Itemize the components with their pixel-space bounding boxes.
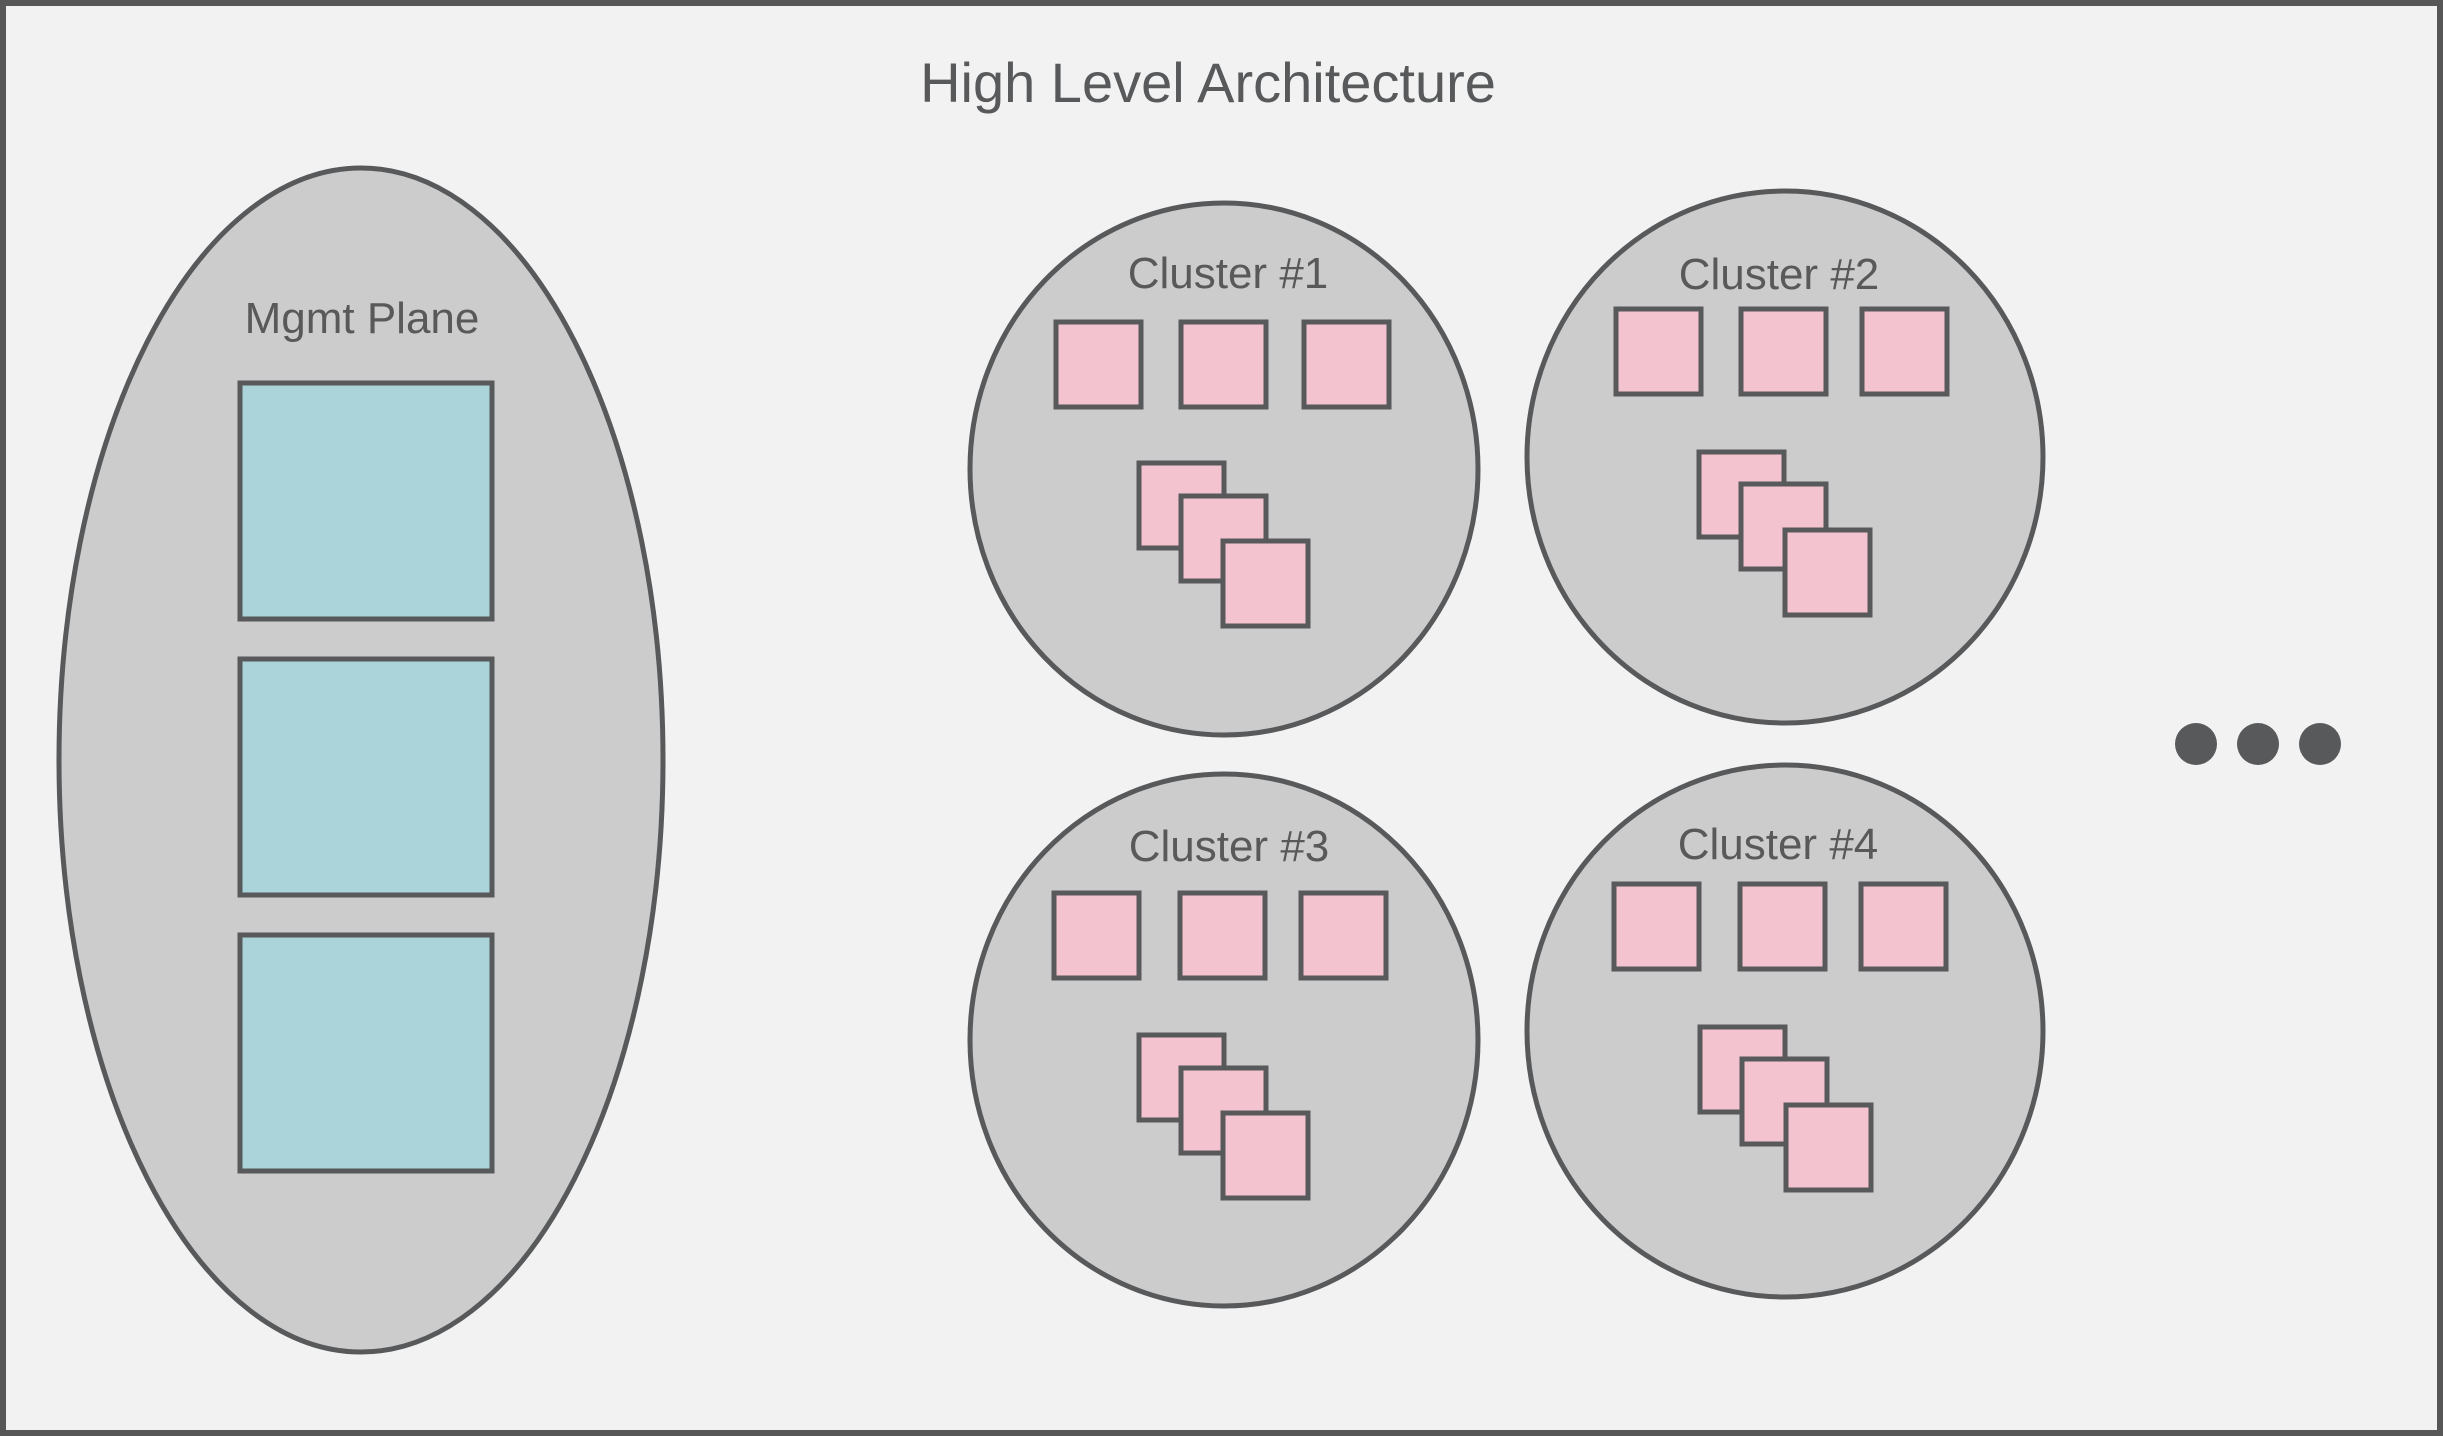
cluster-2-row-square-2 (1738, 306, 1829, 397)
cluster-4-row-square-3 (1858, 881, 1949, 972)
cluster-2-stack-square-3 (1782, 527, 1873, 618)
cluster-3-group: Cluster #3 (967, 771, 1481, 1309)
mgmt-plane-group: Mgmt Plane (56, 165, 666, 1355)
mgmt-square-3 (237, 932, 495, 1174)
cluster-2-label: Cluster #2 (1679, 250, 1880, 299)
cluster-1-label: Cluster #1 (1128, 249, 1329, 298)
diagram-title: High Level Architecture (920, 51, 1496, 114)
cluster-3-stack-square-3 (1220, 1110, 1311, 1201)
cluster-3-row-square-2 (1177, 890, 1268, 981)
cluster-2-row-square-3 (1859, 306, 1950, 397)
ellipsis-dots-icon (2175, 723, 2341, 765)
ellipsis-dot-2 (2237, 723, 2279, 765)
cluster-4-row-square-1 (1611, 881, 1702, 972)
cluster-1-row-square-2 (1178, 319, 1269, 410)
cluster-1-group: Cluster #1 (967, 200, 1481, 738)
cluster-2-row-square-1 (1613, 306, 1704, 397)
cluster-4-stack-square-3 (1783, 1102, 1874, 1193)
cluster-2-group: Cluster #2 (1524, 188, 2046, 726)
mgmt-square-1 (237, 380, 495, 622)
ellipsis-dot-3 (2299, 723, 2341, 765)
cluster-3-label: Cluster #3 (1129, 822, 1330, 871)
ellipsis-dot-1 (2175, 723, 2217, 765)
cluster-1-stack-square-3 (1220, 538, 1311, 629)
cluster-3-row-square-3 (1298, 890, 1389, 981)
cluster-4-group: Cluster #4 (1524, 762, 2046, 1300)
cluster-3-row-square-1 (1051, 890, 1142, 981)
cluster-4-row-square-2 (1737, 881, 1828, 972)
cluster-4-label: Cluster #4 (1678, 820, 1879, 869)
mgmt-plane-label: Mgmt Plane (245, 294, 480, 343)
cluster-1-row-square-3 (1301, 319, 1392, 410)
mgmt-square-2 (237, 656, 495, 898)
cluster-1-row-square-1 (1053, 319, 1144, 410)
